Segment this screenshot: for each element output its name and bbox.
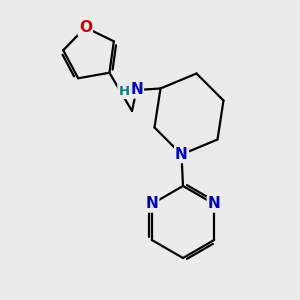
Text: N: N xyxy=(175,147,188,162)
Text: H: H xyxy=(118,85,130,98)
Text: N: N xyxy=(130,82,143,98)
Text: N: N xyxy=(208,196,220,211)
Text: N: N xyxy=(146,196,158,211)
Text: O: O xyxy=(79,20,92,35)
